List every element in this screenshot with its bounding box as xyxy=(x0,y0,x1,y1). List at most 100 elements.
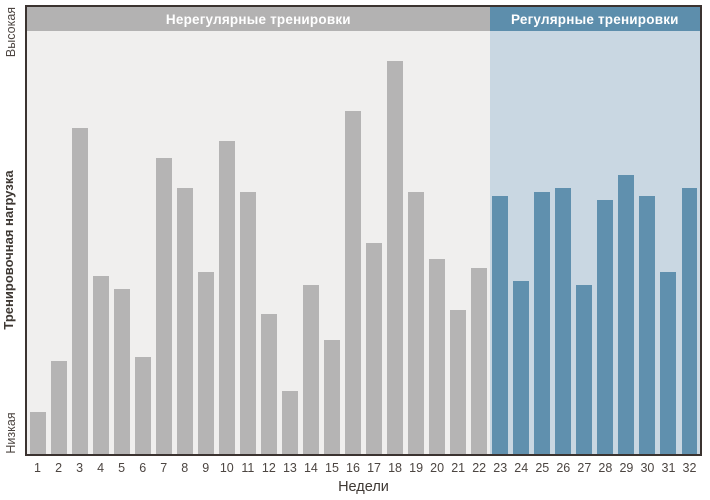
x-tick-18: 18 xyxy=(388,461,402,475)
x-tick-30: 30 xyxy=(640,461,655,475)
bar-week-19 xyxy=(408,191,425,454)
bar-slot-week-21 xyxy=(448,31,469,454)
bar-week-29 xyxy=(618,174,635,454)
bar-week-3 xyxy=(71,128,88,454)
bar-slot-week-12 xyxy=(258,31,279,454)
bar-slot-week-3 xyxy=(69,31,90,454)
y-axis-high-label: Высокая xyxy=(4,6,18,58)
bar-slot-week-26 xyxy=(553,31,574,454)
bar-slot-week-23 xyxy=(490,31,511,454)
bar-slot-week-29 xyxy=(616,31,637,454)
bar-week-22 xyxy=(471,267,488,454)
bar-slot-week-18 xyxy=(385,31,406,454)
bar-week-5 xyxy=(113,289,130,454)
x-axis-title: Недели xyxy=(338,479,389,495)
x-tick-16: 16 xyxy=(346,461,360,475)
x-tick-5: 5 xyxy=(118,461,126,475)
x-tick-20: 20 xyxy=(430,461,445,475)
bar-slot-week-6 xyxy=(132,31,153,454)
x-tick-1: 1 xyxy=(34,461,41,475)
bar-slot-week-2 xyxy=(48,31,69,454)
bar-week-4 xyxy=(92,276,109,454)
x-tick-28: 28 xyxy=(598,461,613,475)
bar-slot-week-5 xyxy=(111,31,132,454)
bar-slot-week-30 xyxy=(637,31,658,454)
x-tick-12: 12 xyxy=(261,461,276,475)
band-irregular-training: Нерегулярные тренировки xyxy=(27,7,490,31)
bar-slot-week-15 xyxy=(321,31,342,454)
bar-slot-week-10 xyxy=(216,31,237,454)
bar-slot-week-8 xyxy=(174,31,195,454)
bar-slot-week-25 xyxy=(532,31,553,454)
x-axis-tick-labels: 1 2 3 4 5 6 7 8 9 10 11 12 13 14 15 16 17 18 19 20 21 22 23 24 2… xyxy=(27,461,700,475)
bar-week-2 xyxy=(50,360,67,454)
plot-area: Нерегулярные тренировки Регулярные трени… xyxy=(25,5,702,456)
bar-week-7 xyxy=(155,157,172,454)
bar-slot-week-7 xyxy=(153,31,174,454)
bar-slot-week-19 xyxy=(406,31,427,454)
x-tick-3: 3 xyxy=(76,461,84,475)
bar-week-17 xyxy=(366,242,382,454)
bar-week-25 xyxy=(534,191,551,454)
x-tick-25: 25 xyxy=(535,461,550,475)
bar-week-32 xyxy=(681,187,698,454)
bar-week-6 xyxy=(134,356,151,454)
x-tick-13: 13 xyxy=(282,461,297,475)
x-tick-8: 8 xyxy=(181,461,189,475)
bar-week-1 xyxy=(29,411,46,454)
header-band: Нерегулярные тренировки Регулярные трени… xyxy=(27,7,700,31)
x-tick-26: 26 xyxy=(556,461,571,475)
bar-week-10 xyxy=(218,140,235,454)
x-tick-22: 22 xyxy=(472,461,487,475)
bar-week-21 xyxy=(450,310,467,454)
bar-week-12 xyxy=(260,314,277,454)
bar-slot-week-22 xyxy=(469,31,490,454)
x-tick-32: 32 xyxy=(682,461,697,475)
bar-slot-week-4 xyxy=(90,31,111,454)
bar-week-11 xyxy=(239,191,256,454)
bar-week-27 xyxy=(576,284,593,454)
x-tick-7: 7 xyxy=(160,461,168,475)
bar-week-31 xyxy=(660,272,677,454)
bar-week-9 xyxy=(197,272,214,454)
bar-week-16 xyxy=(345,111,361,454)
band-regular-training: Регулярные тренировки xyxy=(489,7,700,31)
bar-week-26 xyxy=(555,187,572,454)
bar-slot-week-27 xyxy=(574,31,595,454)
bar-slot-week-31 xyxy=(658,31,679,454)
bar-week-14 xyxy=(302,284,319,454)
bar-week-23 xyxy=(492,195,509,454)
x-tick-10: 10 xyxy=(219,461,234,475)
bar-series xyxy=(27,31,700,454)
plot-region xyxy=(27,31,700,454)
x-tick-24: 24 xyxy=(514,461,529,475)
bar-slot-week-24 xyxy=(511,31,532,454)
bar-slot-week-17 xyxy=(364,31,385,454)
x-tick-4: 4 xyxy=(97,461,105,475)
x-tick-15: 15 xyxy=(325,461,339,475)
bar-slot-week-16 xyxy=(342,31,363,454)
y-axis-low-label: Низкая xyxy=(4,412,18,454)
x-tick-21: 21 xyxy=(451,461,466,475)
bar-week-18 xyxy=(387,60,404,454)
x-tick-23: 23 xyxy=(493,461,508,475)
x-tick-11: 11 xyxy=(241,461,255,475)
bar-week-13 xyxy=(281,390,298,454)
bar-week-20 xyxy=(429,259,446,454)
bar-week-24 xyxy=(513,280,530,454)
x-tick-19: 19 xyxy=(409,461,424,475)
bar-slot-week-28 xyxy=(595,31,616,454)
x-tick-2: 2 xyxy=(55,461,63,475)
bar-slot-week-13 xyxy=(279,31,300,454)
bar-slot-week-14 xyxy=(300,31,321,454)
x-tick-27: 27 xyxy=(577,461,592,475)
x-tick-31: 31 xyxy=(661,461,676,475)
bar-week-15 xyxy=(323,339,340,454)
bar-week-30 xyxy=(639,195,656,454)
x-tick-6: 6 xyxy=(139,461,147,475)
bar-slot-week-1 xyxy=(27,31,48,454)
bar-slot-week-32 xyxy=(679,31,700,454)
x-tick-29: 29 xyxy=(619,461,634,475)
bar-slot-week-20 xyxy=(427,31,448,454)
